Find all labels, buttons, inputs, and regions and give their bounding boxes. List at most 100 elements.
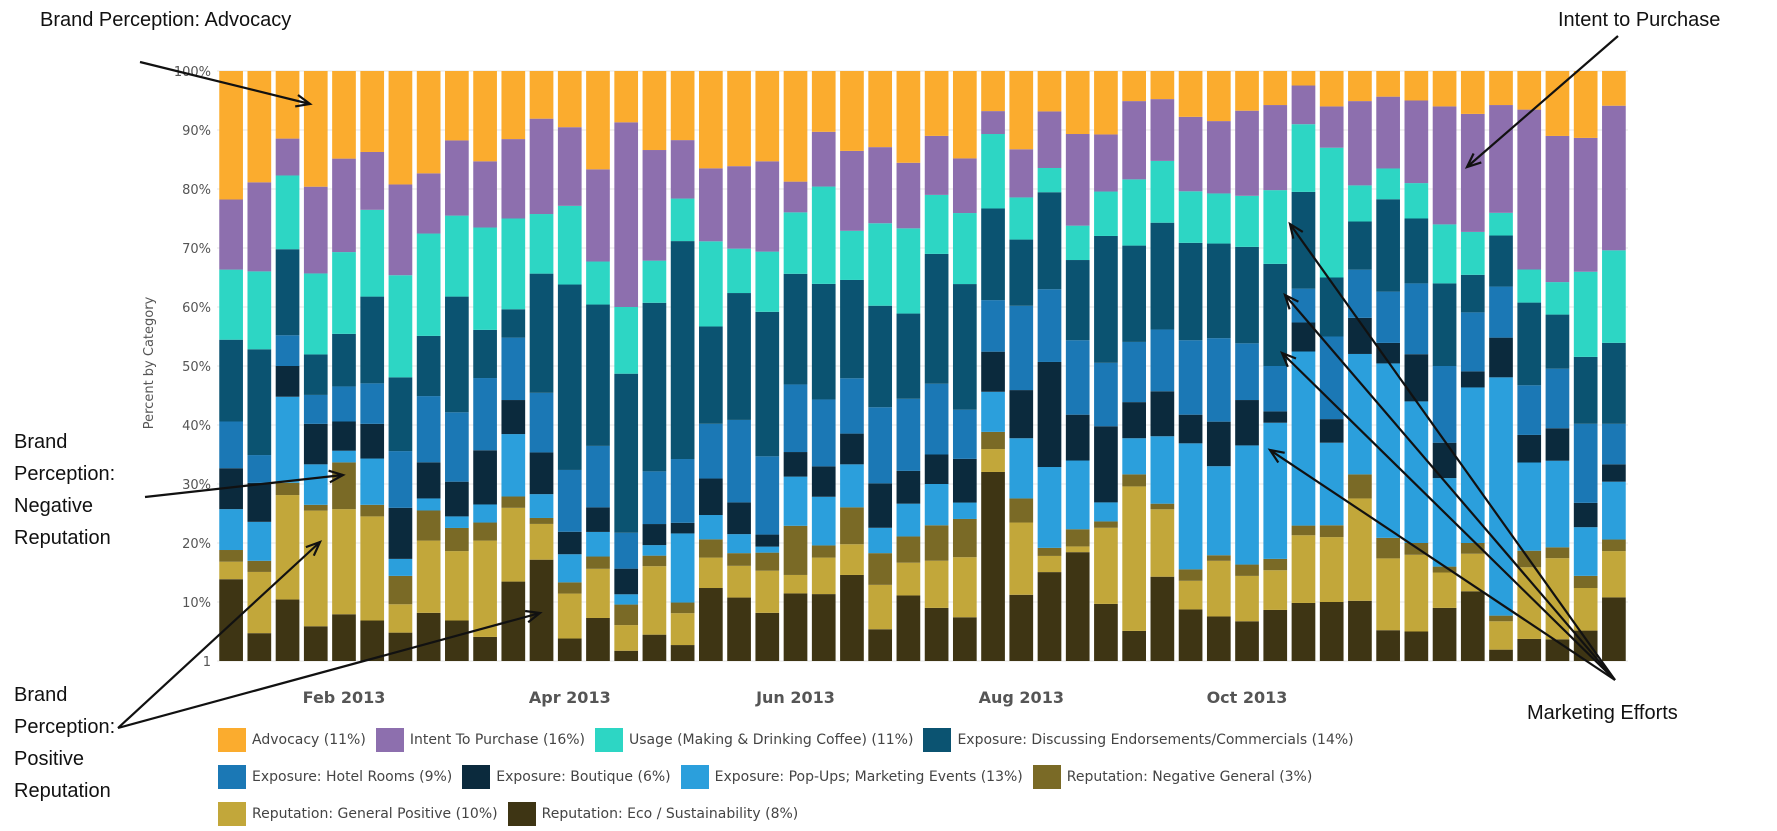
x-axis: Feb 2013 Apr 2013 Jun 2013 Aug 2013 Oct 2013 <box>303 688 1288 707</box>
bar-stack <box>783 71 808 661</box>
bar-segment <box>1150 99 1175 161</box>
bar-segment <box>1037 572 1062 661</box>
bar-segment <box>1150 71 1175 100</box>
bar-segment <box>1037 555 1062 573</box>
bar-segment <box>1037 289 1062 362</box>
bar-segment <box>445 71 469 141</box>
bar-segment <box>360 296 385 384</box>
legend-label: Exposure: Discussing Endorsements/Commer… <box>957 731 1354 748</box>
bar-segment <box>1489 212 1513 236</box>
bar-segment <box>1065 71 1090 135</box>
bar-stack <box>1065 71 1090 661</box>
bar-segment <box>360 458 385 505</box>
bar-segment <box>1517 109 1542 270</box>
bar-segment <box>1065 552 1090 661</box>
legend-item: Usage (Making & Drinking Coffee) (11%) <box>595 722 913 757</box>
bar-segment <box>1065 260 1090 341</box>
bar-segment <box>1065 414 1090 461</box>
bar-segment <box>1348 185 1372 222</box>
annotation-positive-line-4: Reputation <box>14 780 111 802</box>
bar-segment <box>557 469 582 532</box>
bar-segment <box>1235 110 1259 196</box>
bar-segment <box>981 208 1005 301</box>
bar-stack <box>670 71 695 661</box>
bar-stack <box>1602 71 1626 661</box>
bar-segment <box>1348 353 1372 475</box>
legend: Advocacy (11%) Intent To Purchase (16%) Us… <box>218 722 1558 831</box>
bar-segment <box>783 273 808 385</box>
bar-segment <box>275 335 300 366</box>
bar-stack <box>868 71 893 661</box>
legend-label: Reputation: General Positive (10%) <box>252 805 498 822</box>
arrowhead <box>1267 448 1285 464</box>
legend-item: Intent To Purchase (16%) <box>375 722 585 757</box>
legend-swatch <box>923 727 952 752</box>
bar-segment <box>332 252 356 334</box>
bar-segment <box>1517 434 1542 463</box>
bar-segment <box>557 593 582 639</box>
bar-segment <box>755 552 780 571</box>
bar-segment <box>332 462 356 510</box>
bar-segment <box>529 523 554 560</box>
bar-segment <box>1376 199 1400 292</box>
bar-segment <box>981 431 1005 450</box>
bar-segment <box>840 464 864 508</box>
bar-segment <box>1319 602 1344 661</box>
bar-segment <box>219 269 243 340</box>
bar-segment <box>1489 286 1513 338</box>
bar-segment <box>388 558 413 576</box>
bar-segment <box>1348 269 1372 318</box>
annotation-negative-line-3: Negative <box>14 495 93 517</box>
bar-segment <box>1235 195 1259 247</box>
bar-segment <box>1009 438 1034 499</box>
bar-segment <box>896 470 921 504</box>
bar-segment <box>445 296 469 413</box>
bar-segment <box>1065 134 1090 226</box>
arrow-marketing-3 <box>1281 352 1616 681</box>
y-tick-label: 80% <box>182 183 211 198</box>
bar-stack <box>924 71 949 661</box>
bar-segment <box>1602 464 1626 482</box>
bar-segment <box>275 495 300 600</box>
bar-segment <box>1263 411 1288 423</box>
bar-segment <box>473 227 497 330</box>
bar-segment <box>840 433 864 465</box>
bar-segment <box>699 588 723 661</box>
bar-segment <box>445 481 469 517</box>
bar-segment <box>1432 607 1457 661</box>
bar-segment <box>303 510 328 627</box>
bar-segment <box>727 553 751 566</box>
bar-segment <box>501 507 526 582</box>
bar-segment <box>783 525 808 575</box>
bar-segment <box>1122 486 1146 631</box>
bar-segment <box>529 392 554 453</box>
bar-segment <box>896 536 921 563</box>
bar-segment <box>303 71 328 187</box>
bar-segment <box>783 476 808 526</box>
bar-segment <box>219 579 243 661</box>
bar-segment <box>1291 535 1316 603</box>
bar-segment <box>642 302 667 472</box>
bar-segment <box>332 333 356 387</box>
legend-label: Intent To Purchase (16%) <box>409 731 585 748</box>
bar-segment <box>670 613 695 646</box>
x-tick-label: Jun 2013 <box>755 688 835 707</box>
bar-segment <box>1206 338 1231 422</box>
bar-segment <box>445 516 469 528</box>
bar-segment <box>1263 366 1288 412</box>
bar-segment <box>1404 631 1429 661</box>
annotation-advocacy: Brand Perception: Advocacy <box>40 9 292 31</box>
bar-segment <box>445 551 469 621</box>
bar-segment <box>1319 525 1344 538</box>
bar-segment <box>1009 498 1034 523</box>
bar-stack <box>952 71 977 661</box>
bar-segment <box>1319 106 1344 148</box>
bar-segment <box>1206 466 1231 556</box>
bar-segment <box>303 626 328 661</box>
bar-segment <box>1404 543 1429 555</box>
bar-stack <box>1094 71 1118 661</box>
bar-segment <box>783 452 808 477</box>
bar-segment <box>1573 527 1598 576</box>
arrowhead <box>305 540 323 557</box>
bar-segment <box>1432 442 1457 479</box>
